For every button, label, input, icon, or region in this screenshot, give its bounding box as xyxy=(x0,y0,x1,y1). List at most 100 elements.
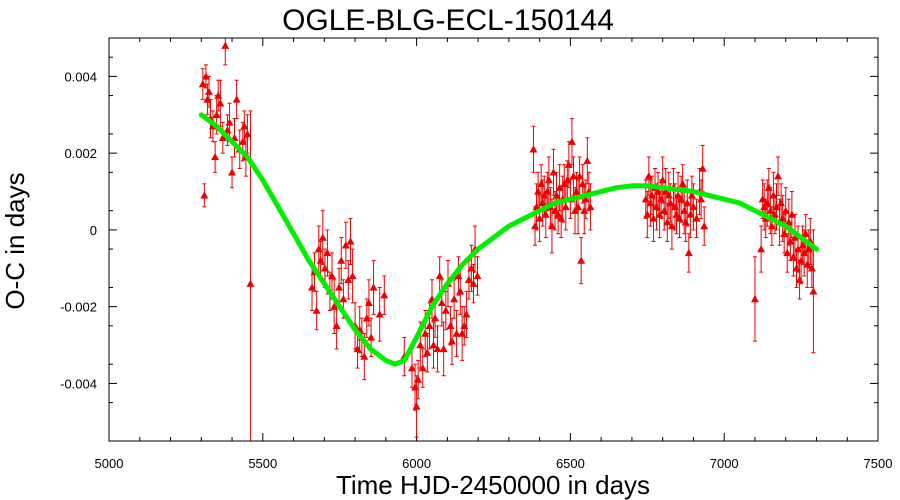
x-tick-label: 5500 xyxy=(248,456,277,471)
data-point xyxy=(569,172,578,180)
data-point xyxy=(328,271,337,280)
data-point xyxy=(555,183,564,191)
data-point xyxy=(316,256,325,264)
data-point xyxy=(675,214,684,222)
data-point xyxy=(794,245,803,253)
data-point xyxy=(540,191,549,199)
x-tick-label: 6500 xyxy=(556,456,585,471)
data-point xyxy=(433,344,442,353)
data-point xyxy=(469,279,478,287)
data-point xyxy=(670,202,679,211)
data-point xyxy=(692,214,701,222)
data-point xyxy=(375,310,384,318)
model-curve xyxy=(198,112,819,367)
data-point xyxy=(446,321,455,330)
data-point xyxy=(243,129,252,138)
model-line xyxy=(198,112,819,367)
plot-frame xyxy=(108,37,879,442)
data-point xyxy=(467,264,476,272)
data-point xyxy=(792,264,801,272)
data-point xyxy=(232,95,241,103)
data-point xyxy=(770,210,779,218)
data-point xyxy=(641,195,650,203)
data-point xyxy=(663,218,672,226)
tick-labels: 5000 5500 6000 6500 7000 7500 -0.004 -0.002 0 0.0… xyxy=(60,69,892,471)
data-point xyxy=(369,283,378,291)
data-point xyxy=(689,202,698,211)
data-point xyxy=(538,199,547,207)
data-markers xyxy=(198,41,818,410)
data-point xyxy=(777,199,786,207)
data-point xyxy=(414,375,423,383)
data-point xyxy=(473,271,482,280)
data-point xyxy=(781,206,790,214)
data-point xyxy=(460,321,469,330)
data-point xyxy=(577,256,586,264)
data-point xyxy=(763,199,772,207)
data-point xyxy=(534,187,543,195)
data-point xyxy=(339,294,348,303)
x-tick-label: 7500 xyxy=(864,456,893,471)
y-tick-label: -0.002 xyxy=(60,300,97,315)
data-point xyxy=(677,195,686,203)
data-point xyxy=(341,241,350,249)
data-point xyxy=(314,245,323,253)
data-point xyxy=(320,264,329,272)
data-point xyxy=(674,191,683,199)
data-point xyxy=(462,310,471,318)
data-point xyxy=(421,329,430,337)
data-point xyxy=(649,214,658,222)
data-point xyxy=(204,87,213,95)
data-point xyxy=(337,256,346,264)
data-point xyxy=(225,118,234,126)
data-point xyxy=(561,202,570,211)
data-point xyxy=(201,72,210,80)
data-point xyxy=(780,229,789,237)
data-point xyxy=(574,202,583,211)
data-point xyxy=(658,176,667,184)
data-point xyxy=(203,95,212,103)
data-point xyxy=(330,302,339,310)
data-point xyxy=(583,156,592,165)
data-point xyxy=(454,271,463,280)
data-point xyxy=(456,287,465,295)
data-point xyxy=(764,183,773,191)
data-point xyxy=(362,314,371,322)
data-point xyxy=(783,248,792,257)
data-point xyxy=(766,206,775,214)
data-point xyxy=(346,237,355,245)
data-point xyxy=(458,329,467,337)
data-point xyxy=(544,176,553,184)
data-point xyxy=(697,195,706,203)
x-tick-label: 5000 xyxy=(95,456,124,471)
data-point xyxy=(549,168,558,176)
data-point xyxy=(348,271,357,280)
data-point xyxy=(543,187,552,195)
data-point xyxy=(687,191,696,199)
data-point xyxy=(575,172,584,180)
data-point xyxy=(644,172,653,180)
data-point xyxy=(198,80,207,88)
data-point xyxy=(246,279,255,287)
data-point xyxy=(364,298,373,307)
data-point xyxy=(790,233,799,241)
data-point xyxy=(787,210,796,218)
data-point xyxy=(772,202,781,211)
data-point xyxy=(552,191,561,199)
data-point xyxy=(423,348,432,356)
data-point xyxy=(447,337,456,345)
x-tick-label: 6000 xyxy=(402,456,431,471)
data-point xyxy=(332,321,341,330)
data-point xyxy=(380,291,389,299)
data-point xyxy=(804,245,813,253)
data-point xyxy=(586,202,595,211)
data-point xyxy=(758,195,767,203)
data-point xyxy=(652,202,661,211)
data-point xyxy=(240,122,249,130)
data-point xyxy=(335,283,344,291)
data-point xyxy=(439,344,448,353)
data-point xyxy=(221,41,230,49)
data-point xyxy=(567,137,576,145)
data-point xyxy=(809,287,818,295)
